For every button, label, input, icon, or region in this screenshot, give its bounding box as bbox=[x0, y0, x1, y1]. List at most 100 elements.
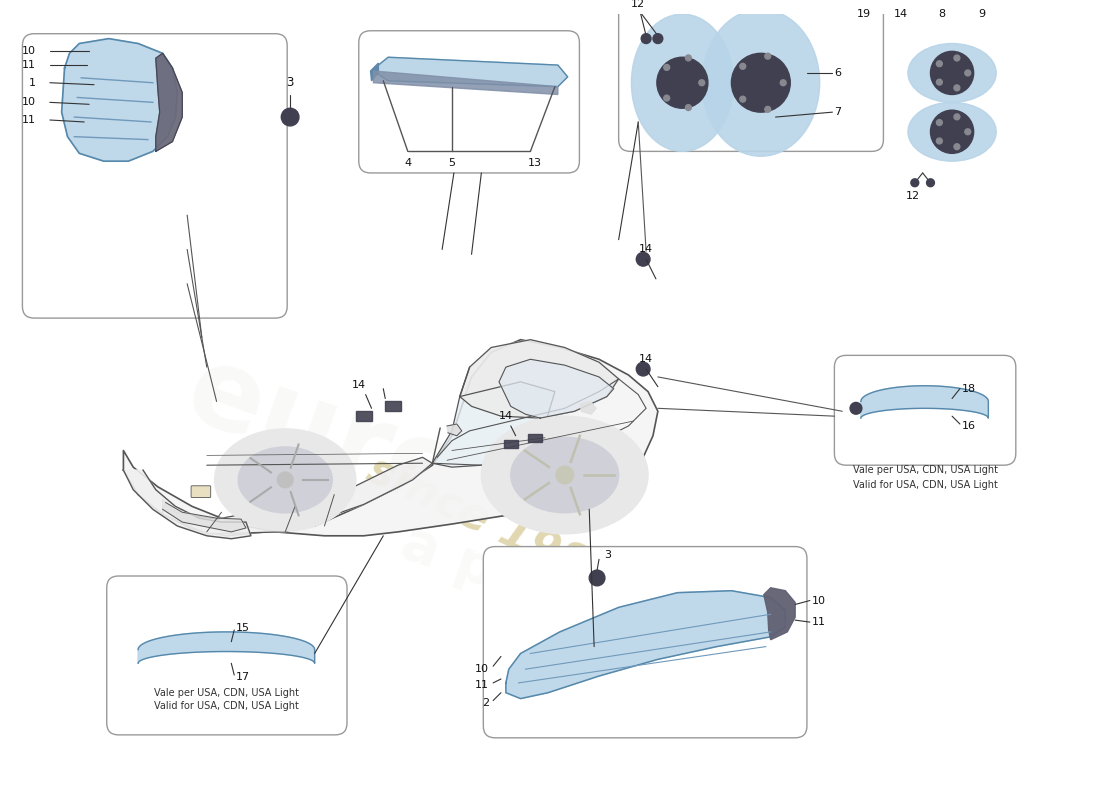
Circle shape bbox=[936, 79, 943, 85]
Text: 11: 11 bbox=[22, 60, 36, 70]
Text: a part: a part bbox=[394, 515, 588, 630]
Text: 12: 12 bbox=[905, 190, 920, 201]
Text: 14: 14 bbox=[639, 354, 653, 364]
Ellipse shape bbox=[214, 429, 355, 531]
Text: 17: 17 bbox=[236, 672, 251, 682]
Ellipse shape bbox=[908, 102, 997, 161]
Circle shape bbox=[965, 129, 970, 134]
Polygon shape bbox=[432, 382, 554, 467]
Circle shape bbox=[641, 34, 651, 43]
Circle shape bbox=[936, 120, 943, 126]
Polygon shape bbox=[861, 386, 989, 418]
Text: Vale per USA, CDN, USA Light: Vale per USA, CDN, USA Light bbox=[154, 688, 299, 698]
FancyBboxPatch shape bbox=[22, 34, 287, 318]
Ellipse shape bbox=[254, 458, 317, 502]
Ellipse shape bbox=[908, 43, 997, 102]
Circle shape bbox=[954, 85, 960, 90]
Text: 10: 10 bbox=[22, 98, 36, 107]
Text: 4: 4 bbox=[404, 158, 411, 168]
Text: 12: 12 bbox=[631, 0, 646, 10]
Ellipse shape bbox=[702, 9, 820, 156]
Text: 1: 1 bbox=[29, 78, 36, 88]
Circle shape bbox=[954, 114, 960, 120]
Text: 10: 10 bbox=[22, 46, 36, 56]
Text: 3: 3 bbox=[286, 76, 294, 90]
Polygon shape bbox=[156, 54, 183, 151]
Text: Valid for USA, CDN, USA Light: Valid for USA, CDN, USA Light bbox=[154, 702, 299, 711]
Polygon shape bbox=[460, 340, 618, 418]
Polygon shape bbox=[374, 58, 568, 86]
Circle shape bbox=[556, 466, 573, 484]
Text: 15: 15 bbox=[236, 623, 250, 633]
Circle shape bbox=[931, 51, 974, 94]
Text: 13: 13 bbox=[528, 158, 542, 168]
FancyBboxPatch shape bbox=[835, 355, 1015, 465]
Text: 11: 11 bbox=[475, 680, 490, 690]
Circle shape bbox=[685, 105, 691, 110]
Circle shape bbox=[954, 144, 960, 150]
Polygon shape bbox=[355, 411, 372, 421]
Polygon shape bbox=[163, 502, 246, 532]
Polygon shape bbox=[499, 359, 614, 418]
Circle shape bbox=[740, 96, 746, 102]
Circle shape bbox=[657, 58, 708, 108]
Polygon shape bbox=[123, 340, 658, 536]
FancyBboxPatch shape bbox=[483, 546, 807, 738]
Polygon shape bbox=[371, 63, 378, 81]
Polygon shape bbox=[163, 458, 432, 534]
Circle shape bbox=[636, 362, 650, 376]
Ellipse shape bbox=[510, 438, 618, 513]
Text: 6: 6 bbox=[835, 68, 842, 78]
Polygon shape bbox=[504, 440, 518, 447]
Polygon shape bbox=[139, 632, 315, 663]
Circle shape bbox=[685, 55, 691, 61]
Text: 14: 14 bbox=[639, 245, 653, 254]
Circle shape bbox=[965, 70, 970, 76]
Polygon shape bbox=[62, 38, 177, 161]
Ellipse shape bbox=[482, 416, 648, 534]
Ellipse shape bbox=[267, 467, 303, 492]
Circle shape bbox=[936, 138, 943, 144]
Circle shape bbox=[698, 80, 705, 86]
Text: 14: 14 bbox=[352, 380, 366, 390]
Ellipse shape bbox=[546, 462, 584, 489]
Text: 11: 11 bbox=[22, 115, 36, 125]
Circle shape bbox=[277, 472, 293, 488]
Text: since 1985: since 1985 bbox=[360, 448, 623, 601]
Text: 16: 16 bbox=[961, 421, 976, 431]
Text: 10: 10 bbox=[812, 595, 826, 606]
Text: 3: 3 bbox=[604, 550, 611, 561]
Polygon shape bbox=[123, 470, 251, 538]
Circle shape bbox=[936, 61, 943, 66]
Text: 11: 11 bbox=[812, 617, 826, 627]
FancyBboxPatch shape bbox=[107, 576, 346, 735]
Text: 5: 5 bbox=[449, 158, 455, 168]
Polygon shape bbox=[506, 590, 785, 698]
Circle shape bbox=[282, 108, 299, 126]
Polygon shape bbox=[581, 402, 596, 414]
Text: 9: 9 bbox=[978, 9, 984, 19]
Ellipse shape bbox=[527, 449, 602, 501]
Ellipse shape bbox=[631, 14, 734, 151]
Circle shape bbox=[780, 80, 786, 86]
Text: 8: 8 bbox=[938, 9, 946, 19]
Circle shape bbox=[764, 54, 771, 59]
Circle shape bbox=[740, 63, 746, 70]
Circle shape bbox=[732, 54, 790, 112]
Ellipse shape bbox=[239, 447, 332, 513]
Text: 7: 7 bbox=[835, 107, 842, 117]
Circle shape bbox=[663, 95, 670, 101]
Polygon shape bbox=[385, 402, 400, 411]
Polygon shape bbox=[763, 588, 795, 640]
Circle shape bbox=[764, 106, 771, 112]
Circle shape bbox=[931, 110, 974, 154]
Text: Valid for USA, CDN, USA Light: Valid for USA, CDN, USA Light bbox=[854, 480, 998, 490]
Text: 10: 10 bbox=[475, 664, 490, 674]
Text: 14: 14 bbox=[894, 9, 909, 19]
Text: 2: 2 bbox=[482, 698, 490, 707]
Circle shape bbox=[636, 252, 650, 266]
Polygon shape bbox=[447, 424, 462, 436]
Circle shape bbox=[911, 179, 918, 186]
FancyBboxPatch shape bbox=[618, 0, 883, 151]
Circle shape bbox=[850, 402, 861, 414]
